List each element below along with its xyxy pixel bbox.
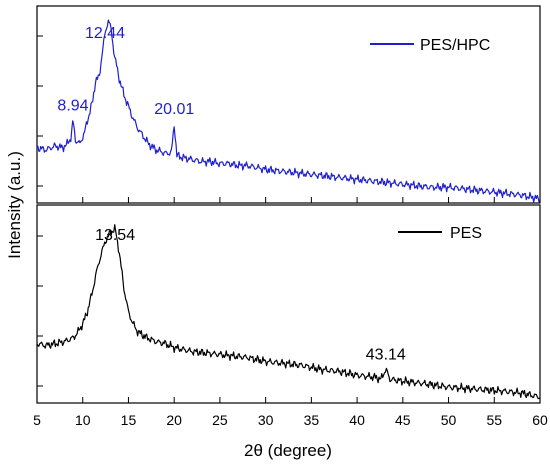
x-tick-label: 60 [532,412,548,428]
panel-frame-pes [36,204,541,404]
y-ticks [37,35,43,387]
x-axis-title: 2θ (degree) [244,441,332,460]
panel-frame-pes-hpc [36,5,541,204]
x-tick-label: 35 [304,412,320,428]
legend-pes-hpc: PES/HPC [370,37,490,54]
peak-label: 20.01 [154,101,194,118]
series-line-pes [36,224,541,400]
x-tick-label: 10 [75,412,91,428]
peak-annotations: 8.94 12.44 20.01 13.54 43.14 [57,25,405,363]
x-tick-label: 30 [258,412,274,428]
x-tick-label: 5 [33,412,41,428]
x-tick-label: 20 [166,412,182,428]
legend-label-pes-hpc: PES/HPC [420,37,490,54]
x-axis: 5 10 15 20 25 30 35 40 45 50 55 60 [33,197,548,428]
peak-label: 13.54 [95,227,135,244]
x-tick-label: 25 [212,412,228,428]
series-line-pes-hpc [36,19,541,203]
x-tick-label: 15 [121,412,137,428]
x-tick-label: 45 [395,412,411,428]
peak-label: 12.44 [85,25,125,42]
x-tick-label: 40 [349,412,365,428]
peak-label: 43.14 [366,346,406,363]
peak-label: 8.94 [57,97,88,114]
x-tick-label: 50 [441,412,457,428]
legend-pes: PES [398,225,482,242]
x-tick-label: 55 [486,412,502,428]
legend-label-pes: PES [450,225,482,242]
y-axis-title: Intensity (a.u.) [5,151,24,259]
